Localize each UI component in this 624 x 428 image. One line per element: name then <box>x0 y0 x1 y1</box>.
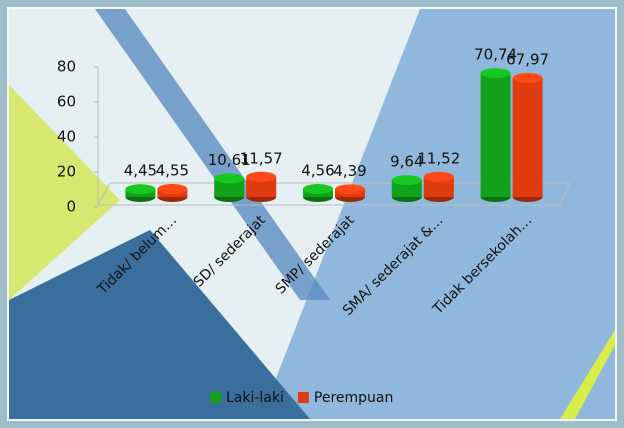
bg-stripe-blue <box>95 9 330 300</box>
floor <box>97 182 571 206</box>
bar-top <box>157 184 188 195</box>
bar-top <box>214 173 245 184</box>
bar <box>246 176 277 197</box>
value-label: 67,97 <box>506 51 549 69</box>
value-label: 70,74 <box>474 46 517 64</box>
value-label: 4,56 <box>301 162 334 180</box>
y-tick-label: 40 <box>57 128 76 146</box>
bar-top <box>335 184 365 195</box>
y-tick-label: 80 <box>57 58 76 76</box>
bar-top <box>303 184 333 195</box>
legend-label: Laki-laki <box>226 390 284 406</box>
bg-shape-dark <box>9 230 310 419</box>
value-label: 4,45 <box>124 162 157 180</box>
y-tick-label: 60 <box>57 93 76 111</box>
value-label: 4,55 <box>156 162 189 180</box>
bar <box>214 178 245 197</box>
bar-top <box>480 68 511 79</box>
value-label: 10,61 <box>208 151 251 169</box>
bg-shape-yellow <box>9 85 120 300</box>
bar-top <box>391 175 422 186</box>
y-tick-label: 0 <box>66 198 76 216</box>
legend-swatch <box>210 392 221 403</box>
bg-stripe <box>560 330 615 419</box>
bar-top <box>423 171 454 182</box>
bar <box>480 73 511 197</box>
bar-top <box>125 184 156 195</box>
legend-swatch <box>297 392 309 403</box>
legend-label: Perempuan <box>314 390 393 406</box>
value-label: 11,52 <box>417 149 460 167</box>
bar-top <box>246 171 277 182</box>
value-label: 11,57 <box>240 149 283 167</box>
value-label: 9,64 <box>390 153 423 171</box>
value-label: 4,39 <box>333 162 366 180</box>
bar-top <box>512 73 543 84</box>
y-tick-label: 20 <box>57 163 76 181</box>
bar <box>512 78 543 197</box>
bar <box>423 176 454 197</box>
